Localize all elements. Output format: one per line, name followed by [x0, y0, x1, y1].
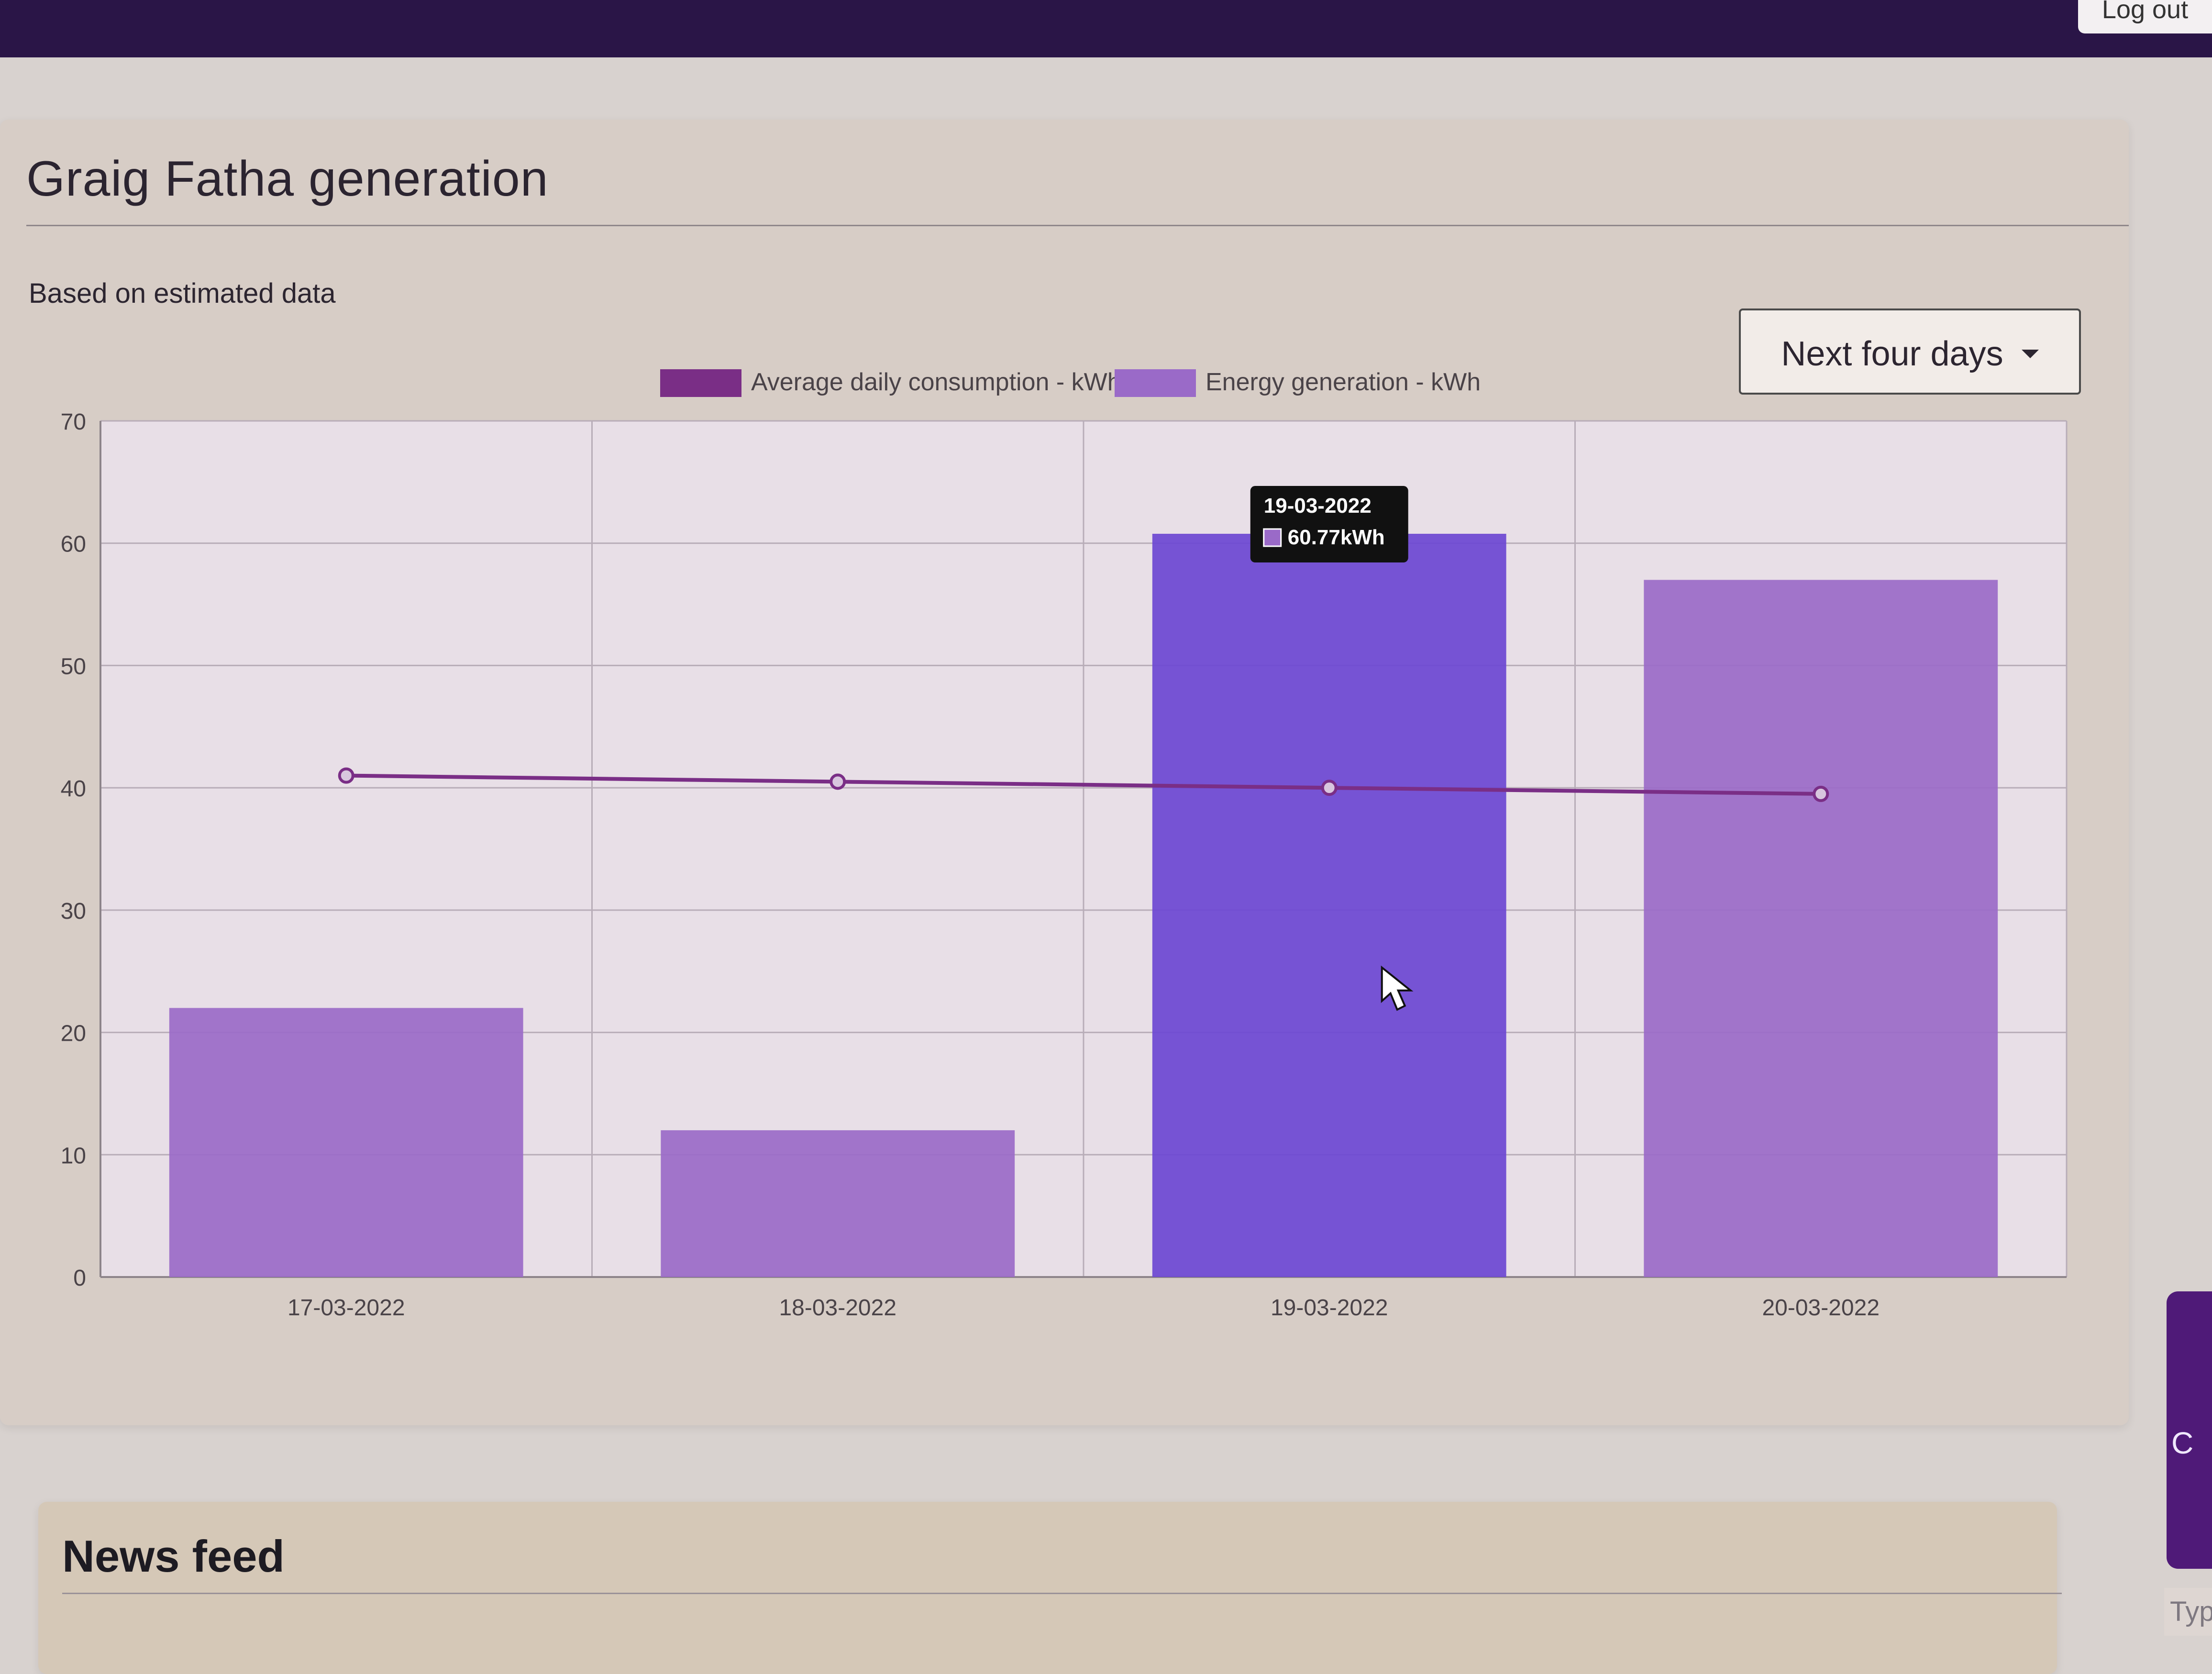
y-tick-label: 0: [73, 1266, 86, 1291]
x-tick-label: 20-03-2022: [1762, 1295, 1880, 1321]
consumption-point[interactable]: [1321, 780, 1338, 796]
legend-label-consumption: Average daily consumption - kWh: [751, 368, 1121, 396]
tooltip-box: [1250, 486, 1408, 563]
consumption-point[interactable]: [830, 773, 846, 790]
consumption-line: [346, 773, 1821, 796]
tooltip-swatch: [1263, 528, 1282, 547]
data-source-note: Based on estimated data: [29, 278, 336, 309]
chat-widget[interactable]: C: [2167, 1291, 2212, 1569]
news-feed-title: News feed: [62, 1531, 285, 1581]
date-range-dropdown[interactable]: Next four days: [1739, 308, 2081, 395]
generation-bar[interactable]: [169, 1008, 523, 1277]
chart-container: 0 10 20 30 40 50 60 70 17-03-2022 18-03-2022 19-03…: [0, 335, 2212, 1363]
title-divider: [26, 225, 2129, 226]
y-tick-label: 40: [61, 776, 86, 802]
x-tick-label: 18-03-2022: [779, 1295, 896, 1321]
chat-input[interactable]: Type: [2164, 1588, 2212, 1636]
top-navigation-bar: Log out: [0, 0, 2212, 57]
legend-label-generation: Energy generation - kWh: [1206, 368, 1481, 396]
chevron-down-icon: [2021, 349, 2039, 358]
y-tick-label: 50: [61, 654, 86, 679]
y-tick-label: 70: [61, 409, 86, 435]
date-range-label: Next four days: [1781, 335, 2003, 373]
news-feed-divider: [62, 1593, 2062, 1594]
y-tick-label: 20: [61, 1021, 86, 1046]
y-tick-label: 60: [61, 532, 86, 557]
chat-widget-letter: C: [2171, 1426, 2194, 1460]
mouse-pointer-icon: [1381, 965, 1414, 1011]
x-tick-label: 19-03-2022: [1271, 1295, 1388, 1321]
legend-swatch-generation: [1115, 369, 1196, 397]
consumption-point[interactable]: [338, 767, 354, 784]
legend-swatch-consumption: [660, 369, 741, 397]
news-feed-card: News feed: [38, 1502, 2062, 1674]
y-tick-label: 10: [61, 1143, 86, 1168]
generation-bar[interactable]: [661, 1130, 1015, 1277]
generation-chart: 0 10 20 30 40 50 60 70 17-03-2022 18-03-2022 19-03…: [61, 368, 2068, 1321]
page-title: Graig Fatha generation: [26, 151, 549, 207]
generation-bar[interactable]: [1152, 534, 1506, 1277]
x-tick-label: 17-03-2022: [288, 1295, 405, 1321]
logout-button[interactable]: Log out: [2078, 0, 2212, 33]
consumption-point[interactable]: [1813, 785, 1829, 802]
tooltip-date: 19-03-2022: [1264, 494, 1371, 518]
generation-bar[interactable]: [1644, 580, 1998, 1277]
tooltip-value: 60.77kWh: [1288, 526, 1385, 549]
y-tick-label: 30: [61, 899, 86, 924]
